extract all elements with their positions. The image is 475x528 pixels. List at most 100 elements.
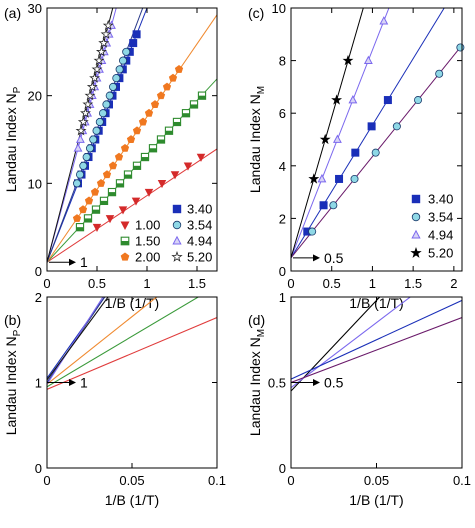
data-point bbox=[73, 143, 83, 152]
y-tick-label: 8 bbox=[279, 54, 286, 69]
x-tick-label: 0.1 bbox=[208, 473, 226, 488]
data-point bbox=[77, 116, 89, 127]
data-point bbox=[123, 170, 133, 179]
data-point bbox=[120, 143, 130, 152]
intercept-annotation: 0.5 bbox=[324, 250, 344, 266]
data-point bbox=[319, 133, 331, 145]
y-axis-title: Landau Index NP bbox=[3, 329, 23, 435]
x-tick-label: 0.5 bbox=[88, 276, 106, 291]
data-point bbox=[197, 91, 207, 100]
extrapolation-line-4 bbox=[47, 297, 106, 379]
data-point bbox=[95, 117, 104, 126]
data-point bbox=[392, 122, 401, 131]
data-point-fill bbox=[100, 200, 108, 205]
y-tick-label: 10 bbox=[272, 1, 286, 16]
y-tick-label: 0.5 bbox=[268, 376, 286, 391]
legend-marker-5.20 bbox=[171, 251, 183, 262]
legend-marker-1.00 bbox=[120, 221, 130, 231]
data-point-fill bbox=[76, 227, 84, 231]
fit-line-3.40 bbox=[291, 8, 445, 259]
data-point bbox=[109, 82, 118, 91]
series-3.40 bbox=[303, 96, 392, 236]
data-point bbox=[114, 152, 124, 161]
extrapolation-line-7 bbox=[47, 297, 109, 381]
data-point bbox=[157, 180, 167, 189]
fit-line-5.20 bbox=[291, 8, 364, 258]
data-point bbox=[335, 174, 344, 183]
data-point bbox=[75, 134, 85, 143]
legend-marker-3.54 bbox=[411, 212, 421, 222]
data-point-fill bbox=[124, 174, 132, 179]
data-point bbox=[126, 135, 136, 143]
extrapolation-line-6 bbox=[47, 297, 104, 385]
series-1.50 bbox=[75, 91, 207, 232]
data-point-fill bbox=[182, 113, 190, 117]
series-3.54 bbox=[73, 47, 131, 188]
series-1.00 bbox=[92, 153, 206, 232]
y-axis-title-subscript: P bbox=[12, 86, 23, 93]
data-point bbox=[129, 39, 138, 48]
panel-label: (d) bbox=[248, 312, 265, 328]
intercept-arrowhead bbox=[313, 379, 320, 386]
series-4.94 bbox=[317, 16, 389, 183]
data-point bbox=[170, 171, 180, 180]
y-tick-label: 4 bbox=[279, 159, 286, 174]
data-point bbox=[342, 54, 354, 66]
extrapolation-line-2 bbox=[291, 297, 412, 389]
x-tick-label: 2 bbox=[450, 276, 457, 291]
x-tick-label: 0.05 bbox=[119, 473, 144, 488]
y-axis-title: Landau Index NP bbox=[3, 86, 23, 192]
data-point-fill bbox=[108, 192, 116, 196]
x-axis-title: 1/B (1/T) bbox=[349, 295, 403, 311]
data-point bbox=[350, 174, 359, 183]
data-point bbox=[181, 109, 191, 118]
y-axis-title-subscript: P bbox=[12, 329, 23, 336]
x-tick-label: 1 bbox=[143, 276, 150, 291]
y-tick-label: 20 bbox=[28, 89, 42, 104]
data-point bbox=[174, 65, 184, 73]
data-point bbox=[75, 223, 85, 232]
x-tick-label: 1 bbox=[369, 276, 376, 291]
data-point bbox=[72, 214, 82, 222]
panel-label: (c) bbox=[248, 5, 264, 21]
data-point bbox=[82, 153, 91, 162]
data-point-fill bbox=[92, 209, 100, 214]
panel-b: 0 0.05 0.1 0 1 2 1/B (1/T) Landau Index NP(b) 1 bbox=[3, 290, 226, 508]
data-point bbox=[91, 205, 101, 214]
data-point bbox=[156, 135, 166, 144]
data-point bbox=[108, 161, 118, 170]
data-point bbox=[138, 117, 148, 126]
legend: 3.40 1.00 3.54 1.50 4.94 2.00 5.20 bbox=[120, 202, 212, 265]
data-point bbox=[308, 227, 317, 236]
data-point bbox=[332, 134, 342, 143]
data-point bbox=[164, 126, 174, 135]
data-point bbox=[83, 214, 93, 223]
data-point bbox=[383, 96, 392, 105]
data-point bbox=[132, 126, 142, 135]
intercept-arrowhead bbox=[313, 254, 320, 262]
legend-label-4.94: 4.94 bbox=[187, 234, 212, 249]
data-point bbox=[92, 126, 101, 135]
data-point bbox=[144, 108, 154, 117]
y-axis-title: Landau Index NM bbox=[247, 329, 267, 436]
data-point-fill bbox=[165, 130, 173, 135]
y-axis-title-main: Landau Index N bbox=[3, 336, 19, 435]
x-tick-label: 1.5 bbox=[188, 276, 206, 291]
data-point-fill bbox=[141, 157, 149, 161]
x-axis-title: 1/B (1/T) bbox=[349, 492, 403, 508]
x-tick-label: 0.1 bbox=[453, 473, 471, 488]
data-point bbox=[144, 188, 154, 197]
data-point bbox=[348, 95, 358, 104]
data-point bbox=[102, 100, 111, 109]
fit-lines bbox=[47, 297, 217, 390]
y-axis-title: Landau Index NM bbox=[247, 86, 267, 193]
intercept-arrowhead bbox=[69, 258, 76, 266]
legend: 3.40 3.54 4.94 5.20 bbox=[410, 192, 453, 261]
data-point bbox=[89, 135, 98, 144]
data-point bbox=[115, 179, 125, 188]
y-tick-label: 2 bbox=[279, 211, 286, 226]
data-point bbox=[86, 144, 95, 153]
fit-line-4.94 bbox=[47, 8, 117, 263]
